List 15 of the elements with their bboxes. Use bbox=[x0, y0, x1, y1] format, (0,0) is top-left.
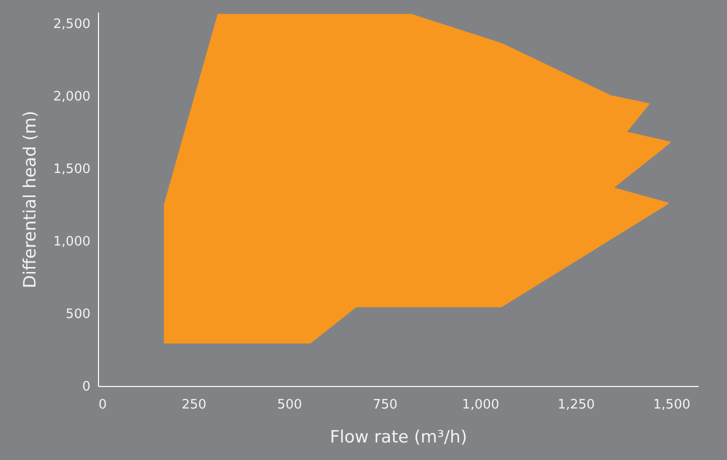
y-tick-label: 2,000 bbox=[53, 90, 90, 105]
y-axis-title: Differential head (m) bbox=[20, 110, 40, 288]
x-tick-label: 1,000 bbox=[462, 398, 500, 412]
x-tick-label: 1,250 bbox=[558, 398, 595, 412]
y-tick-label: 1,500 bbox=[53, 162, 90, 178]
y-tick-label: 0 bbox=[82, 380, 90, 394]
x-tick-label: 0 bbox=[98, 398, 107, 412]
x-tick-label: 250 bbox=[182, 398, 206, 412]
x-tick-label: 500 bbox=[277, 398, 302, 412]
x-tick-label: 1,500 bbox=[653, 398, 690, 412]
y-tick-label: 2,500 bbox=[53, 17, 90, 32]
x-tick-label: 750 bbox=[372, 398, 398, 412]
y-tick-label: 500 bbox=[66, 307, 90, 322]
y-tick-label: 1,000 bbox=[53, 234, 90, 250]
x-axis-title: Flow rate (m³/h) bbox=[330, 428, 468, 448]
